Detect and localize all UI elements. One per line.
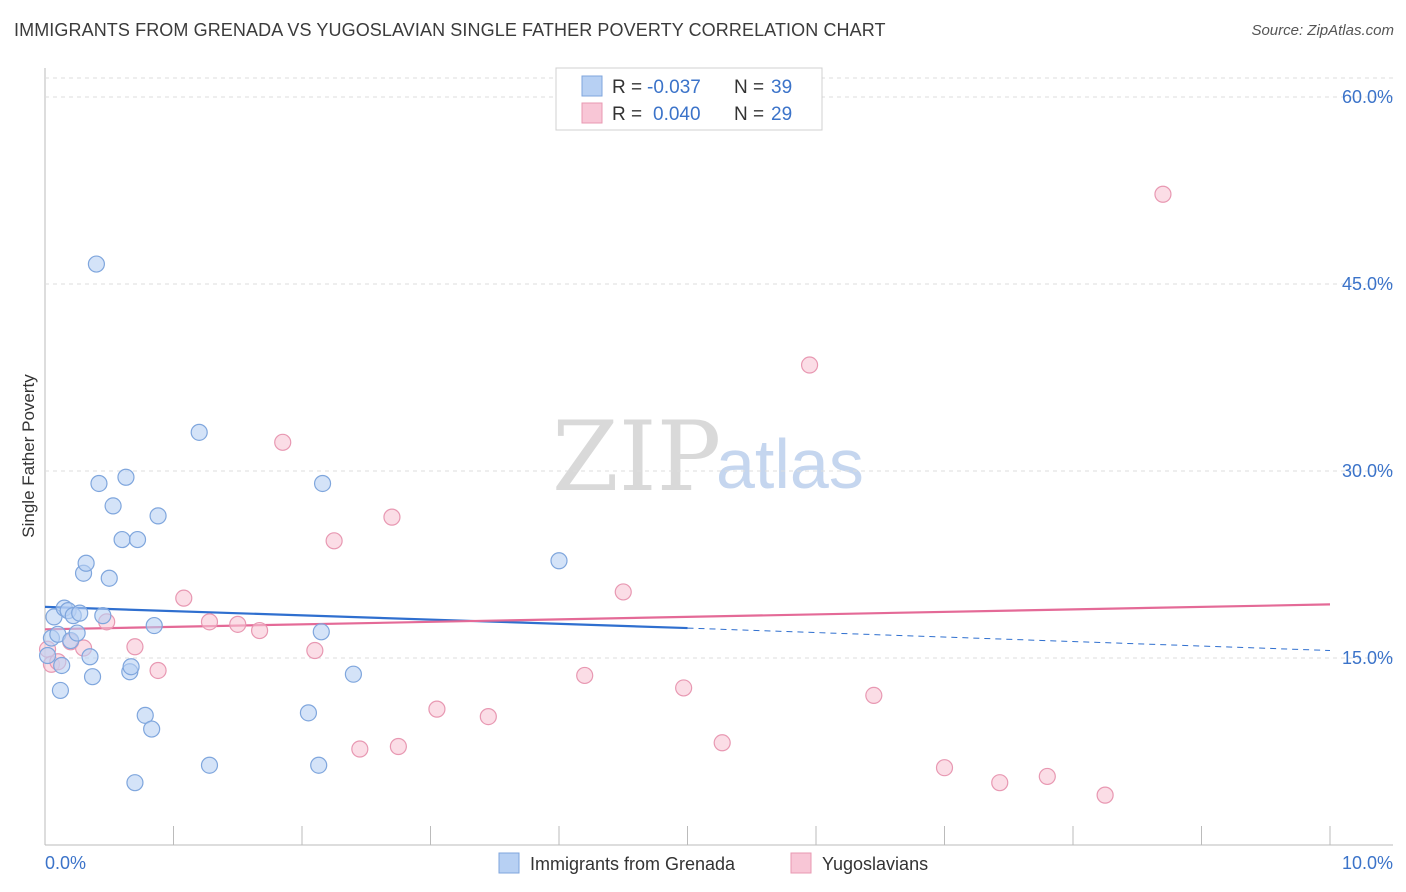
series-legend-label-yugoslavians: Yugoslavians	[822, 854, 928, 874]
series-legend: Immigrants from Grenada Yugoslavians	[498, 852, 928, 874]
legend-n-value-blue: 39	[771, 77, 792, 98]
point-grenada[interactable]	[128, 530, 147, 549]
point-grenada[interactable]	[38, 646, 57, 665]
y-tick-label-45: 45.0%	[1342, 274, 1393, 294]
point-grenada[interactable]	[83, 668, 102, 686]
point-yugoslavians[interactable]	[1096, 786, 1114, 804]
series-legend-swatch-grenada	[498, 852, 520, 874]
trend-line-grenada-extension	[687, 627, 1331, 652]
point-yugoslavians[interactable]	[200, 613, 219, 631]
point-yugoslavians[interactable]	[675, 679, 693, 697]
legend-r-value-pink: 0.040	[653, 104, 701, 125]
point-grenada[interactable]	[299, 704, 318, 722]
x-tick-layer	[44, 826, 1331, 845]
point-grenada[interactable]	[94, 607, 112, 625]
point-grenada[interactable]	[149, 507, 167, 525]
point-yugoslavians[interactable]	[250, 621, 269, 640]
trend-line-grenada	[44, 605, 688, 630]
point-grenada[interactable]	[145, 616, 163, 635]
point-grenada[interactable]	[550, 552, 568, 570]
point-yugoslavians[interactable]	[351, 740, 369, 758]
point-yugoslavians[interactable]	[383, 508, 401, 526]
legend-n-value-pink: 29	[771, 104, 792, 125]
point-grenada[interactable]	[190, 423, 208, 441]
y-tick-label-60: 60.0%	[1342, 87, 1393, 107]
series-legend-label-grenada: Immigrants from Grenada	[530, 854, 736, 874]
legend-r-label-pink: R =	[612, 104, 642, 125]
stats-legend: R = -0.037 N = 39 R = 0.040 N = 29	[555, 67, 823, 131]
source-label: Source: ZipAtlas.com	[1251, 22, 1394, 39]
y-tick-label-15: 15.0%	[1342, 648, 1393, 668]
point-yugoslavians[interactable]	[149, 661, 167, 680]
point-grenada[interactable]	[90, 474, 108, 493]
watermark-zip: ZIP	[552, 401, 721, 513]
y-tick-label-layer: 15.0% 30.0% 45.0% 60.0%	[1342, 87, 1393, 668]
series-legend-swatch-yugoslavians	[790, 852, 812, 874]
y-axis-title: Single Father Poverty	[19, 374, 38, 538]
point-yugoslavians[interactable]	[576, 666, 594, 685]
point-yugoslavians[interactable]	[389, 737, 407, 756]
point-grenada[interactable]	[71, 604, 89, 622]
point-yugoslavians[interactable]	[126, 638, 144, 656]
grid-layer	[45, 96, 1393, 659]
point-yugoslavians[interactable]	[274, 433, 292, 451]
x-tick-label-max: 10.0%	[1342, 853, 1393, 873]
point-grenada[interactable]	[310, 756, 328, 774]
point-yugoslavians[interactable]	[479, 707, 497, 726]
point-yugoslavians[interactable]	[991, 774, 1009, 792]
point-yugoslavians[interactable]	[1154, 185, 1172, 203]
point-grenada[interactable]	[143, 720, 161, 738]
point-grenada[interactable]	[126, 774, 144, 792]
point-grenada[interactable]	[113, 530, 131, 549]
points-layer	[38, 185, 1172, 804]
point-grenada[interactable]	[344, 665, 362, 683]
legend-n-label-pink: N =	[734, 104, 764, 125]
point-yugoslavians[interactable]	[229, 615, 247, 633]
point-grenada[interactable]	[81, 648, 99, 666]
point-grenada[interactable]	[200, 756, 219, 774]
point-grenada[interactable]	[68, 624, 86, 642]
point-grenada[interactable]	[312, 623, 330, 641]
y-tick-label-30: 30.0%	[1342, 461, 1393, 481]
point-yugoslavians[interactable]	[325, 532, 343, 550]
point-grenada[interactable]	[77, 554, 95, 572]
point-yugoslavians[interactable]	[865, 686, 883, 705]
point-grenada[interactable]	[104, 497, 122, 515]
point-grenada[interactable]	[87, 255, 106, 273]
point-yugoslavians[interactable]	[306, 641, 324, 660]
point-grenada[interactable]	[51, 681, 70, 700]
point-yugoslavians[interactable]	[1038, 767, 1056, 786]
point-yugoslavians[interactable]	[614, 583, 632, 601]
point-yugoslavians[interactable]	[713, 734, 731, 752]
x-tick-label-min: 0.0%	[45, 853, 86, 873]
chart-title: IMMIGRANTS FROM GRENADA VS YUGOSLAVIAN S…	[14, 20, 886, 40]
watermark-atlas: atlas	[716, 425, 864, 503]
legend-swatch-pink	[581, 102, 603, 124]
legend-r-value-blue: -0.037	[647, 77, 701, 98]
point-yugoslavians[interactable]	[175, 589, 193, 607]
point-grenada[interactable]	[53, 656, 71, 675]
point-grenada[interactable]	[117, 468, 135, 486]
point-grenada[interactable]	[122, 658, 140, 676]
point-yugoslavians[interactable]	[800, 356, 819, 374]
point-grenada[interactable]	[100, 569, 118, 587]
legend-r-label-blue: R =	[612, 77, 642, 98]
point-yugoslavians[interactable]	[428, 700, 446, 718]
legend-swatch-blue	[581, 75, 603, 97]
legend-n-label-blue: N =	[734, 77, 764, 98]
point-yugoslavians[interactable]	[935, 759, 954, 777]
point-grenada[interactable]	[313, 474, 332, 493]
